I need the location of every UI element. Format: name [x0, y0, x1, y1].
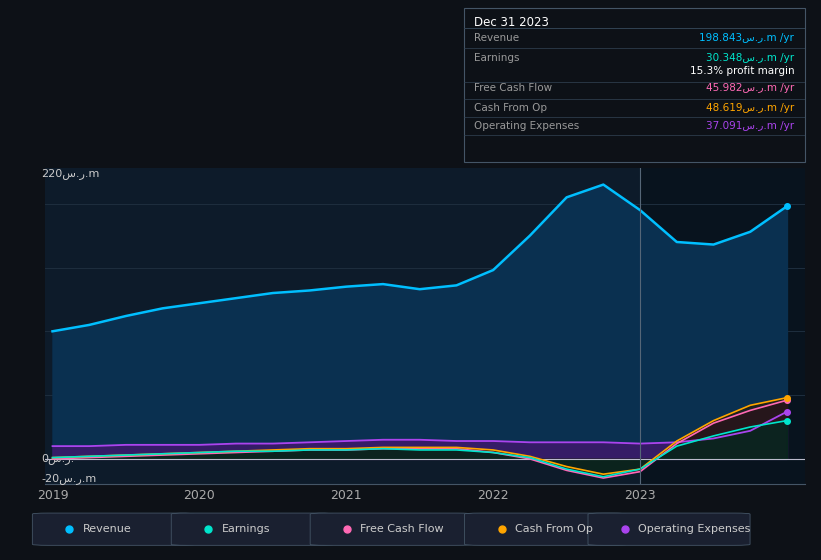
- Bar: [640, 168, 809, 484]
- Text: Operating Expenses: Operating Expenses: [638, 524, 750, 534]
- Text: 48.619س.ر.m /yr: 48.619س.ر.m /yr: [706, 102, 795, 113]
- FancyBboxPatch shape: [172, 513, 333, 545]
- Text: -20س.ر.m: -20س.ر.m: [41, 473, 97, 484]
- Text: 0س.ر.: 0س.ر.: [41, 454, 75, 464]
- Text: 37.091س.ر.m /yr: 37.091س.ر.m /yr: [706, 121, 795, 131]
- FancyBboxPatch shape: [32, 513, 195, 545]
- FancyBboxPatch shape: [310, 513, 472, 545]
- FancyBboxPatch shape: [465, 513, 626, 545]
- FancyBboxPatch shape: [588, 513, 750, 545]
- Text: Free Cash Flow: Free Cash Flow: [474, 83, 553, 94]
- Text: Operating Expenses: Operating Expenses: [474, 121, 580, 131]
- Text: Earnings: Earnings: [222, 524, 270, 534]
- Text: 30.348س.ر.m /yr: 30.348س.ر.m /yr: [706, 53, 795, 63]
- Text: 45.982س.ر.m /yr: 45.982س.ر.m /yr: [706, 83, 795, 94]
- Text: Free Cash Flow: Free Cash Flow: [360, 524, 444, 534]
- Text: Dec 31 2023: Dec 31 2023: [474, 16, 549, 29]
- Text: Revenue: Revenue: [83, 524, 131, 534]
- Text: Earnings: Earnings: [474, 53, 520, 63]
- Text: 15.3% profit margin: 15.3% profit margin: [690, 66, 795, 76]
- Text: Revenue: Revenue: [474, 34, 519, 44]
- Text: Cash From Op: Cash From Op: [474, 102, 547, 113]
- Text: 198.843س.ر.m /yr: 198.843س.ر.m /yr: [699, 34, 795, 44]
- Text: Cash From Op: Cash From Op: [515, 524, 593, 534]
- Text: 220س.ر.m: 220س.ر.m: [41, 168, 99, 179]
